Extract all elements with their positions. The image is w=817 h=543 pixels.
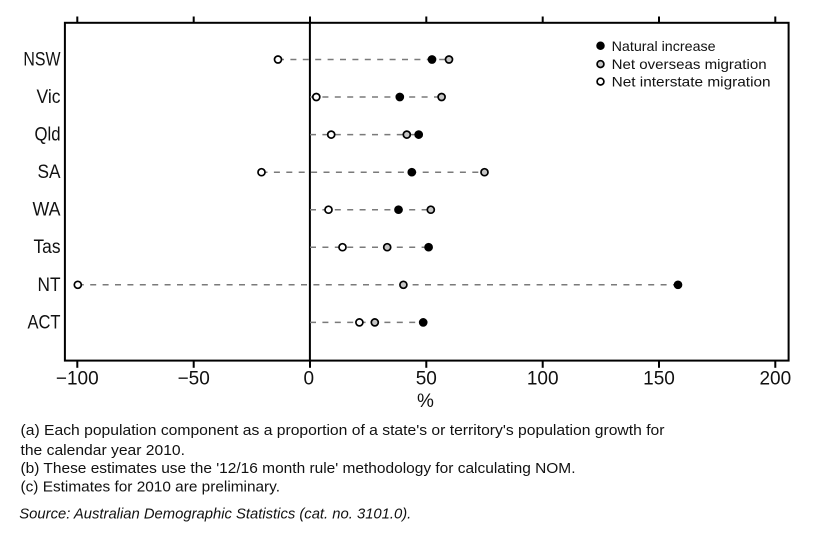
svg-text:150: 150 [643,369,675,390]
svg-text:Source: Australian Demographic: Source: Australian Demographic Statistic… [19,506,411,523]
svg-text:(b) These estimates use the '1: (b) These estimates use the '12/16 month… [21,460,576,477]
svg-text:(c) Estimates for 2010 are pre: (c) Estimates for 2010 are preliminary. [21,478,281,495]
svg-text:Net overseas migration: Net overseas migration [612,56,767,72]
svg-text:−100: −100 [56,369,99,390]
svg-text:SA: SA [38,162,61,183]
svg-text:0: 0 [304,369,315,390]
svg-text:100: 100 [527,369,559,390]
svg-text:the calendar year 2010.: the calendar year 2010. [21,442,186,459]
svg-text:−50: −50 [178,369,210,390]
svg-text:200: 200 [759,369,791,390]
svg-text:NT: NT [38,275,61,296]
svg-text:Qld: Qld [35,125,61,146]
svg-text:NSW: NSW [23,50,60,71]
svg-text:%: % [417,391,434,412]
svg-text:ACT: ACT [28,312,61,333]
svg-text:(a) Each population component: (a) Each population component as a propo… [21,422,665,439]
svg-text:Tas: Tas [34,237,61,258]
svg-text:50: 50 [416,369,437,390]
svg-text:WA: WA [33,200,61,221]
svg-text:Net interstate migration: Net interstate migration [612,74,771,90]
svg-text:Natural increase: Natural increase [612,38,716,54]
svg-text:Vic: Vic [37,87,61,108]
